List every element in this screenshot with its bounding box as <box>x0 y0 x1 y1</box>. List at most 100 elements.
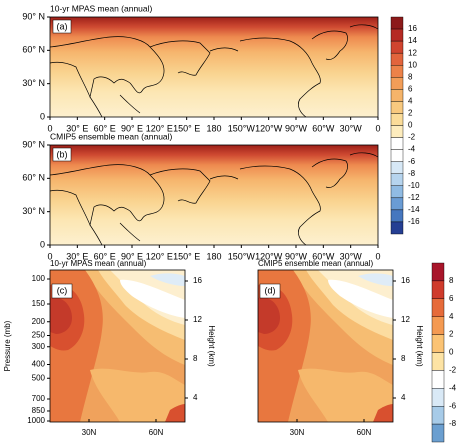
colorbar-label: 6 <box>449 294 454 303</box>
x-tick-label: 150°W <box>228 123 256 133</box>
x-tick-label: 180 <box>206 123 221 133</box>
x-tick-label: 90°W <box>285 251 308 261</box>
colorbar-label: -8 <box>449 419 457 428</box>
map-title: CMIP5 ensemble mean (annual) <box>50 131 173 141</box>
colorbar-label: -12 <box>408 193 420 202</box>
y-tick-label: 400 <box>32 360 46 369</box>
panel-label-box <box>52 147 72 162</box>
coastline <box>89 96 103 118</box>
y-tick-label: 250 <box>32 331 46 340</box>
x-tick-label: 30° E <box>66 251 88 261</box>
x-tick-label: 120°W <box>255 123 283 133</box>
section-frame <box>257 269 394 423</box>
colorbar-swatch <box>390 173 404 186</box>
coastline <box>149 168 211 204</box>
section-frame <box>49 269 186 423</box>
colorbar-swatch <box>431 316 445 335</box>
colorbar-swatch <box>431 370 445 389</box>
map-field <box>50 145 378 245</box>
x-tick-label: 60N <box>357 428 372 437</box>
colorbar-swatch <box>390 185 404 199</box>
colorbar-swatch <box>390 65 404 78</box>
contour <box>358 273 393 286</box>
colorbar-label: 14 <box>408 36 417 45</box>
y-tick-label: 0 <box>40 111 45 121</box>
coastline <box>209 47 239 52</box>
y2-tick-label: 16 <box>401 276 410 285</box>
x-tick-label: 90°W <box>285 123 308 133</box>
y2-tick-label: 8 <box>193 354 198 363</box>
x-tick-label: 150° E <box>173 123 200 133</box>
x-tick-label: 60°W <box>312 123 335 133</box>
y-tick-label: 30° N <box>22 206 45 216</box>
colorbar-label: 16 <box>408 24 417 33</box>
colorbar-label: 4 <box>408 96 413 105</box>
y-tick-label: 60° N <box>22 45 45 55</box>
colorbar-label: 2 <box>408 109 413 118</box>
colorbar-swatch <box>390 77 404 90</box>
contour <box>90 368 185 422</box>
colorbar-swatch <box>390 28 404 42</box>
contour <box>150 273 185 286</box>
x-tick-label: 180 <box>206 251 221 261</box>
colorbar-swatch <box>390 161 404 174</box>
y2-tick-label: 4 <box>401 393 406 402</box>
x-tick-label: 150° E <box>173 251 200 261</box>
colorbar-label: -10 <box>408 181 420 190</box>
y2-tick-label: 4 <box>193 393 198 402</box>
colorbar-label: 6 <box>408 84 413 93</box>
x-tick-label: 60°W <box>312 251 335 261</box>
colorbar-label: -4 <box>408 145 416 154</box>
y2-tick-label: 16 <box>193 276 202 285</box>
colorbar-swatch <box>390 209 404 223</box>
map-title: 10-yr MPAS mean (annual) <box>50 3 153 13</box>
x-tick-label: 60° E <box>94 123 116 133</box>
coastline <box>119 94 141 114</box>
contour <box>328 279 393 318</box>
colorbar-label: 10 <box>408 60 417 69</box>
x-tick-label: 120° E <box>146 123 173 133</box>
colorbar-label: -16 <box>408 217 420 226</box>
y-tick-label: 850 <box>32 406 46 415</box>
colorbar-label: -14 <box>408 205 420 214</box>
coastline <box>239 37 321 118</box>
y-tick-label: 100 <box>32 274 46 283</box>
contour <box>50 297 72 334</box>
colorbar-swatch <box>390 197 404 211</box>
colorbar-swatch <box>390 52 404 66</box>
colorbar-swatch <box>431 423 445 443</box>
panel-label-box <box>52 19 72 34</box>
contour <box>165 404 185 422</box>
y-tick-label: 200 <box>32 317 46 326</box>
x-tick-label: 120°W <box>255 251 283 261</box>
colorbar-swatch <box>390 89 404 102</box>
map-field <box>50 17 378 117</box>
colorbar-swatch <box>431 388 445 407</box>
y-axis-title: Pressure (mb) <box>3 320 12 371</box>
colorbar-label: -4 <box>449 383 457 392</box>
colorbar-label: -6 <box>408 157 416 166</box>
contour <box>298 368 393 422</box>
contour <box>258 297 280 334</box>
y-tick-label: 0 <box>40 239 45 249</box>
y2-tick-label: 12 <box>193 315 202 324</box>
panel-label: (d) <box>265 285 276 295</box>
y-tick-label: 300 <box>32 342 46 351</box>
coastline <box>49 36 165 99</box>
colorbar-label: 12 <box>408 48 417 57</box>
colorbar-swatch <box>431 280 445 299</box>
y2-tick-label: 12 <box>401 315 410 324</box>
coastline <box>239 165 321 246</box>
section-field <box>50 270 185 422</box>
x-tick-label: 30° E <box>66 123 88 133</box>
x-tick-label: 30N <box>82 428 97 437</box>
y2-axis-title: Height (km) <box>207 325 216 367</box>
y-tick-label: 150 <box>32 299 46 308</box>
y-tick-label: 30° N <box>22 78 45 88</box>
colorbar-swatch <box>431 262 445 282</box>
colorbar-swatch <box>431 406 445 425</box>
contour <box>373 404 393 422</box>
y2-tick-label: 8 <box>401 354 406 363</box>
y-tick-label: 500 <box>32 373 46 382</box>
